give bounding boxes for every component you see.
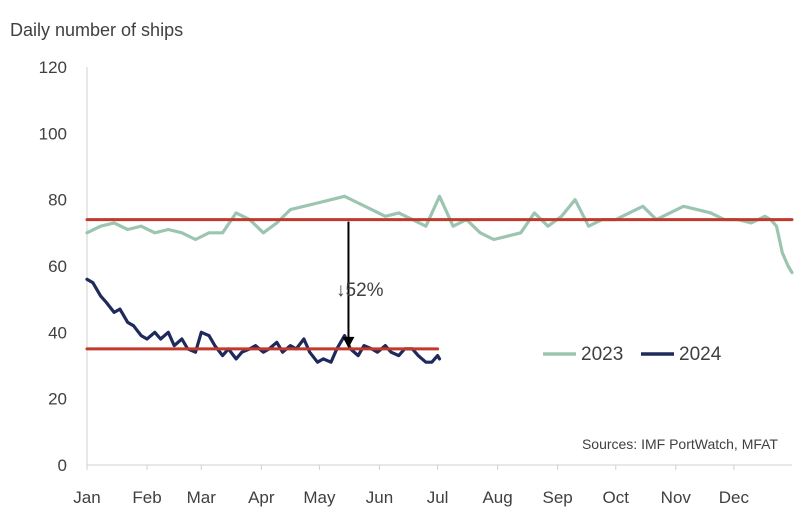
y-tick-label: 20	[48, 390, 67, 409]
x-tick-label: Oct	[603, 488, 630, 507]
x-tick-label: Feb	[132, 488, 161, 507]
x-tick-label: Mar	[187, 488, 217, 507]
series-line-2024	[85, 277, 442, 364]
x-tick-label: Apr	[248, 488, 275, 507]
legend-label-2023: 2023	[581, 344, 623, 365]
y-tick-label: 0	[58, 456, 67, 475]
x-tick-label: Dec	[719, 488, 750, 507]
x-tick-label: May	[303, 488, 336, 507]
series-line-2023	[85, 194, 794, 275]
arrow-head	[342, 336, 355, 348]
change-annotation: ↓52%	[336, 280, 384, 301]
y-tick-label: 80	[48, 191, 67, 210]
y-tick-label: 100	[39, 124, 67, 143]
y-axis-label: Daily number of ships	[10, 20, 183, 40]
legend: 2023 2024	[543, 344, 722, 365]
x-tick-label: Jun	[366, 488, 393, 507]
source-note: Sources: IMF PortWatch, MFAT	[582, 436, 778, 452]
x-tick-label: Jan	[73, 488, 100, 507]
y-tick-label: 40	[48, 323, 67, 342]
x-axis: Jan Feb Mar Apr May Jun Jul Aug Sep Oct Nov Dec	[73, 464, 792, 507]
x-tick-label: Aug	[482, 488, 512, 507]
y-axis: 0 20 40 60 80 100 120	[39, 58, 88, 475]
x-tick-label: Jul	[427, 488, 449, 507]
y-tick-label: 60	[48, 257, 67, 276]
series-layer	[85, 194, 794, 364]
x-tick-label: Sep	[543, 488, 573, 507]
legend-label-2024: 2024	[679, 344, 722, 365]
change-arrow	[342, 221, 355, 348]
x-tick-label: Nov	[661, 488, 692, 507]
y-tick-label: 120	[39, 58, 67, 77]
